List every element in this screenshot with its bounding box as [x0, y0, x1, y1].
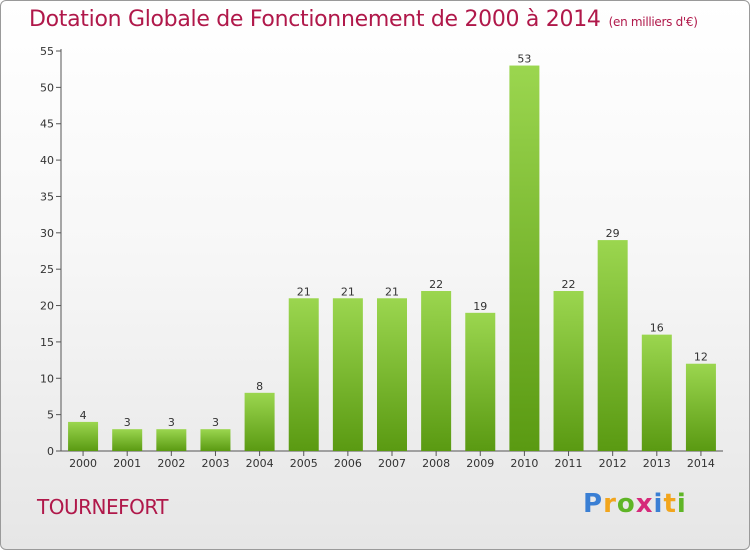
logo-letter: o: [616, 489, 636, 519]
bar: [641, 334, 672, 451]
y-tick-label: 5: [47, 409, 54, 422]
bar: [421, 291, 452, 451]
y-tick-label: 20: [40, 300, 54, 313]
bar: [200, 429, 231, 451]
data-label: 53: [517, 53, 531, 66]
y-tick-label: 25: [40, 263, 54, 276]
data-label: 4: [80, 409, 87, 422]
x-tick-label: 2005: [290, 457, 318, 470]
bar: [553, 291, 584, 451]
logo-letter: i: [676, 489, 687, 519]
x-tick-label: 2008: [422, 457, 450, 470]
x-tick-label: 2001: [113, 457, 141, 470]
data-label: 29: [606, 227, 620, 240]
data-label: 3: [168, 416, 175, 429]
y-tick-label: 0: [47, 445, 54, 458]
y-tick-label: 50: [40, 81, 54, 94]
x-tick-label: 2002: [157, 457, 185, 470]
x-tick-label: 2007: [378, 457, 406, 470]
y-tick-label: 15: [40, 336, 54, 349]
logo-letter: i: [653, 489, 664, 519]
data-label: 22: [429, 278, 443, 291]
bar: [597, 240, 628, 451]
data-label: 19: [473, 300, 487, 313]
chart-subtitle: (en milliers d'€): [608, 15, 698, 29]
commune-label: TOURNEFORT: [37, 495, 169, 519]
y-tick-label: 45: [40, 118, 54, 131]
y-tick-label: 30: [40, 227, 54, 240]
bar: [685, 363, 716, 451]
bar: [465, 312, 496, 451]
data-label: 12: [694, 351, 708, 364]
chart-title-text: Dotation Globale de Fonctionnement de 20…: [29, 7, 601, 32]
bar: [112, 429, 143, 451]
x-tick-label: 2011: [555, 457, 583, 470]
data-label: 22: [562, 278, 576, 291]
x-tick-label: 2012: [599, 457, 627, 470]
x-tick-label: 2003: [201, 457, 229, 470]
x-tick-label: 2010: [510, 457, 538, 470]
y-tick-label: 35: [40, 190, 54, 203]
bar: [377, 298, 407, 451]
x-tick-label: 2006: [334, 457, 362, 470]
data-label: 21: [341, 285, 355, 298]
x-tick-label: 2014: [687, 457, 715, 470]
x-tick-label: 2000: [69, 457, 97, 470]
y-tick-label: 40: [40, 154, 54, 167]
bar: [288, 298, 319, 451]
bar: [244, 392, 275, 451]
logo-letter: t: [663, 489, 677, 519]
data-label: 21: [297, 285, 311, 298]
y-tick-label: 10: [40, 372, 54, 385]
logo-letter: x: [635, 489, 654, 519]
bar: [68, 421, 99, 451]
x-tick-label: 2013: [643, 457, 671, 470]
x-tick-label: 2009: [466, 457, 494, 470]
logo-letter: P: [583, 489, 604, 519]
bar: [156, 429, 187, 451]
y-tick-label: 55: [40, 45, 54, 58]
data-label: 3: [212, 416, 219, 429]
bar: [509, 65, 540, 451]
data-label: 21: [385, 285, 399, 298]
proxiti-logo: Proxiti: [583, 489, 687, 519]
logo-letter: r: [603, 489, 617, 519]
x-tick-label: 2004: [246, 457, 274, 470]
chart-title: Dotation Globale de Fonctionnement de 20…: [29, 7, 698, 32]
bar: [332, 298, 363, 451]
data-label: 16: [650, 322, 664, 335]
data-label: 8: [256, 380, 263, 393]
data-label: 3: [124, 416, 131, 429]
